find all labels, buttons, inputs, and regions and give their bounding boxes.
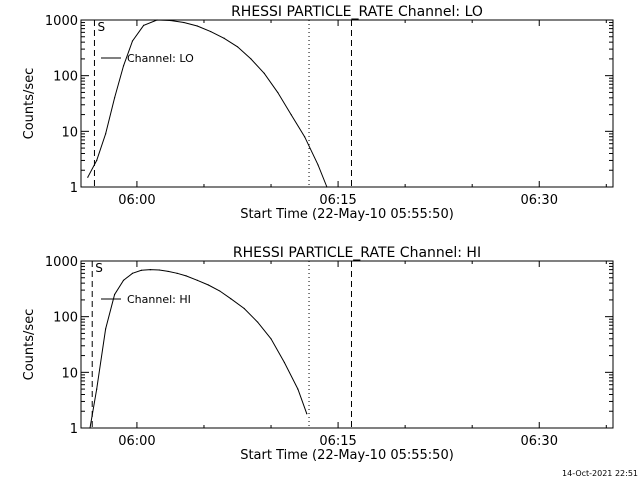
x-axis-label: Start Time (22-May-10 05:55:50) [240, 207, 454, 222]
data-point [317, 164, 319, 166]
data-point [219, 290, 221, 292]
plot-frame [80, 19, 614, 188]
plot-frame [80, 260, 614, 429]
data-point [303, 136, 306, 138]
data-point [223, 37, 225, 39]
data-point [89, 427, 91, 429]
y-axis-label: Counts/sec [22, 309, 37, 381]
data-point [143, 24, 145, 26]
data-point [140, 269, 142, 271]
legend-label: Channel: LO [127, 52, 194, 65]
y-tick-label: 10 [61, 125, 78, 140]
legend-label: Channel: HI [127, 293, 191, 306]
data-point [257, 321, 259, 323]
data-point [277, 91, 279, 94]
data-point [196, 25, 198, 27]
footer-timestamp: 14-Oct-2021 22:51 [562, 469, 638, 478]
data-point [149, 269, 151, 271]
data-point [196, 279, 198, 281]
chart-title: RHESSI PARTICLE_RATE Channel: HI [233, 245, 481, 261]
data-point [210, 30, 212, 33]
data-point [96, 159, 98, 162]
data-point [185, 275, 187, 277]
data-point [250, 58, 252, 60]
chart-panel-1: RHESSI PARTICLE_RATE Channel: LO 06:00 06:… [22, 4, 614, 222]
time-marker-label: S [97, 20, 105, 34]
data-point [158, 269, 160, 271]
data-point [156, 19, 158, 21]
data-point [167, 270, 169, 273]
data-point [169, 19, 172, 22]
time-marker-label: S [95, 261, 103, 275]
x-tick-label: 06:00 [118, 434, 155, 449]
data-point [131, 40, 134, 42]
data-point [113, 97, 116, 99]
data-point [131, 272, 134, 274]
data-point [87, 176, 89, 178]
y-tick-label: 1000 [45, 255, 78, 270]
data-point [105, 328, 107, 330]
data-point [122, 65, 125, 67]
data-point [270, 338, 272, 340]
data-point [243, 307, 245, 310]
data-point [306, 413, 308, 415]
y-tick-label: 100 [53, 311, 78, 326]
data-point [326, 186, 328, 188]
series-line [89, 269, 308, 429]
x-tick-label: 06:15 [319, 193, 356, 208]
data-point [297, 388, 299, 390]
data-point [230, 298, 232, 300]
data-point [176, 272, 178, 274]
data-point [96, 388, 98, 390]
data-point [236, 46, 239, 48]
series-line [87, 19, 328, 188]
data-point [105, 133, 107, 135]
x-tick-label: 06:00 [118, 193, 155, 208]
y-tick-label: 100 [53, 70, 78, 85]
data-point [290, 113, 292, 116]
data-point [113, 293, 116, 296]
chart-panel-2: RHESSI PARTICLE_RATE Channel: HI 06:00 06:… [22, 245, 614, 463]
y-axis-label: Counts/sec [22, 68, 37, 140]
x-axis-label: Start Time (22-May-10 05:55:50) [240, 448, 454, 463]
x-tick-label: 06:30 [521, 193, 558, 208]
chart-title: RHESSI PARTICLE_RATE Channel: LO [231, 4, 483, 20]
x-tick-label: 06:30 [521, 434, 558, 449]
x-tick-label: 06:15 [319, 434, 356, 449]
y-tick-label: 1 [70, 181, 78, 196]
data-point [183, 21, 185, 24]
data-point [263, 72, 265, 74]
data-point [283, 361, 286, 364]
y-tick-label: 10 [61, 366, 78, 381]
data-point [207, 284, 210, 286]
y-tick-label: 1000 [45, 14, 78, 29]
y-tick-label: 1 [70, 422, 78, 437]
data-point [122, 279, 125, 281]
